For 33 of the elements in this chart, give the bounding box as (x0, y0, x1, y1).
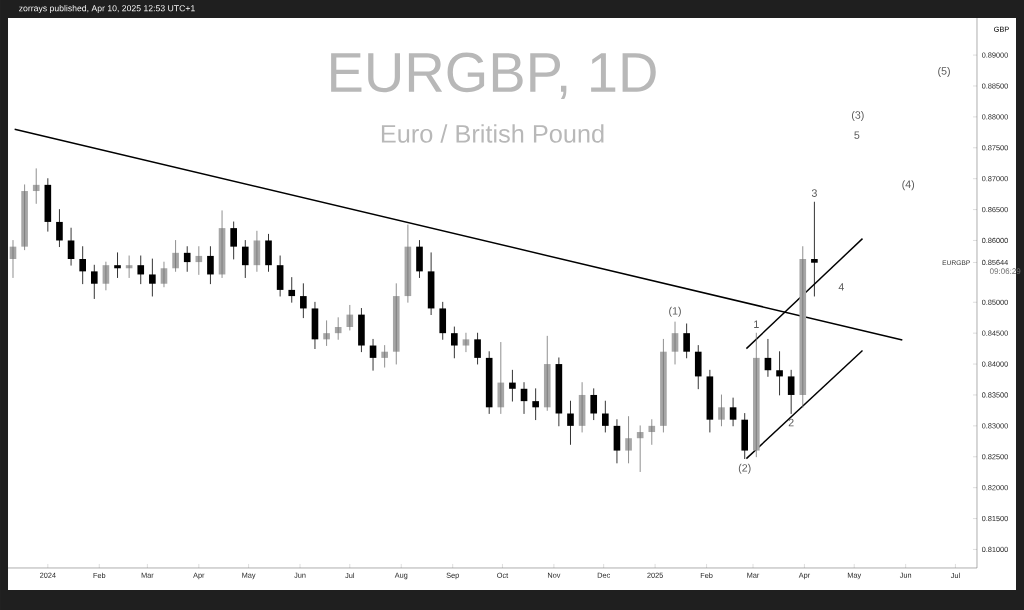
candlestick (21, 184, 28, 251)
annotation: (5) (938, 66, 950, 77)
text: Euro / British Pound (381, 124, 604, 143)
candlestick (625, 416, 632, 464)
annotation: (1) (669, 306, 681, 317)
candlestick (567, 400, 574, 445)
candlestick (474, 332, 481, 365)
candlestick (799, 246, 807, 408)
candlestick (230, 221, 237, 260)
annotation: (3) (851, 110, 864, 121)
candlestick (543, 335, 551, 411)
candlestick (439, 301, 447, 340)
annotation: 5 (854, 131, 860, 139)
text: zorrays published, Apr 10, 2025 12:53 UTC+1 (19, 4, 195, 14)
candlestick (683, 323, 690, 359)
candlestick (485, 351, 493, 414)
annotation: (4) (902, 180, 915, 191)
candlestick (660, 338, 667, 433)
annotation: 4 (838, 283, 844, 291)
candlestick (718, 394, 725, 427)
annotation: 2 (788, 418, 794, 427)
annotation: 1 (754, 320, 759, 328)
text: EURGBP, 1D (331, 52, 656, 99)
annotation: 3 (811, 189, 817, 197)
candlestick (90, 264, 98, 299)
candlestick (451, 326, 458, 359)
candlestick (358, 308, 365, 353)
annotation: (2) (738, 463, 751, 474)
candlestick (602, 400, 609, 433)
candlestick (149, 258, 156, 297)
candlestick (753, 332, 760, 458)
candlestick (392, 283, 400, 365)
candlestick (265, 233, 272, 272)
